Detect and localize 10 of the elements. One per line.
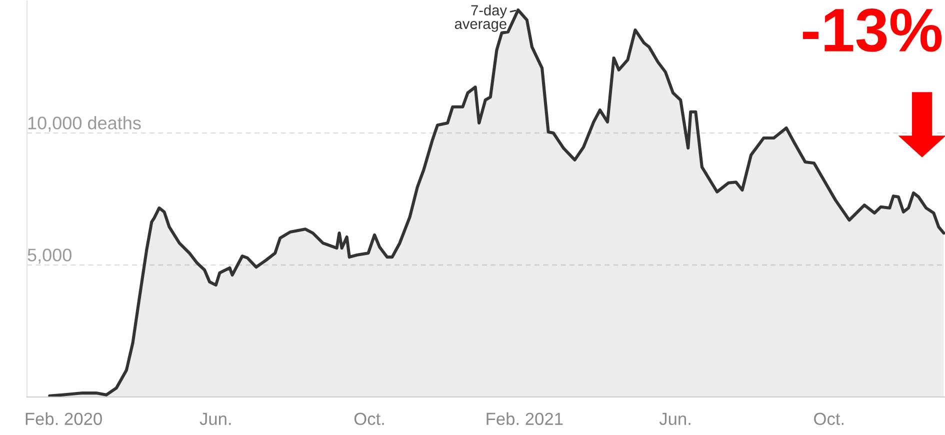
x-tick-label: Oct. — [354, 412, 384, 426]
x-tick-label: Oct. — [814, 412, 844, 426]
y-tick-label: 5,000 — [28, 248, 72, 264]
x-tick-label: Feb. 2021 — [486, 412, 563, 426]
x-tick-label: Jun. — [200, 412, 231, 426]
annotation: -13% — [802, 8, 942, 52]
x-tick-label: Feb. 2020 — [26, 412, 102, 426]
annotation: 7-day average — [454, 4, 507, 32]
x-tick-label: Jun. — [659, 412, 690, 426]
y-tick-label: 10,000 deaths — [28, 116, 141, 132]
